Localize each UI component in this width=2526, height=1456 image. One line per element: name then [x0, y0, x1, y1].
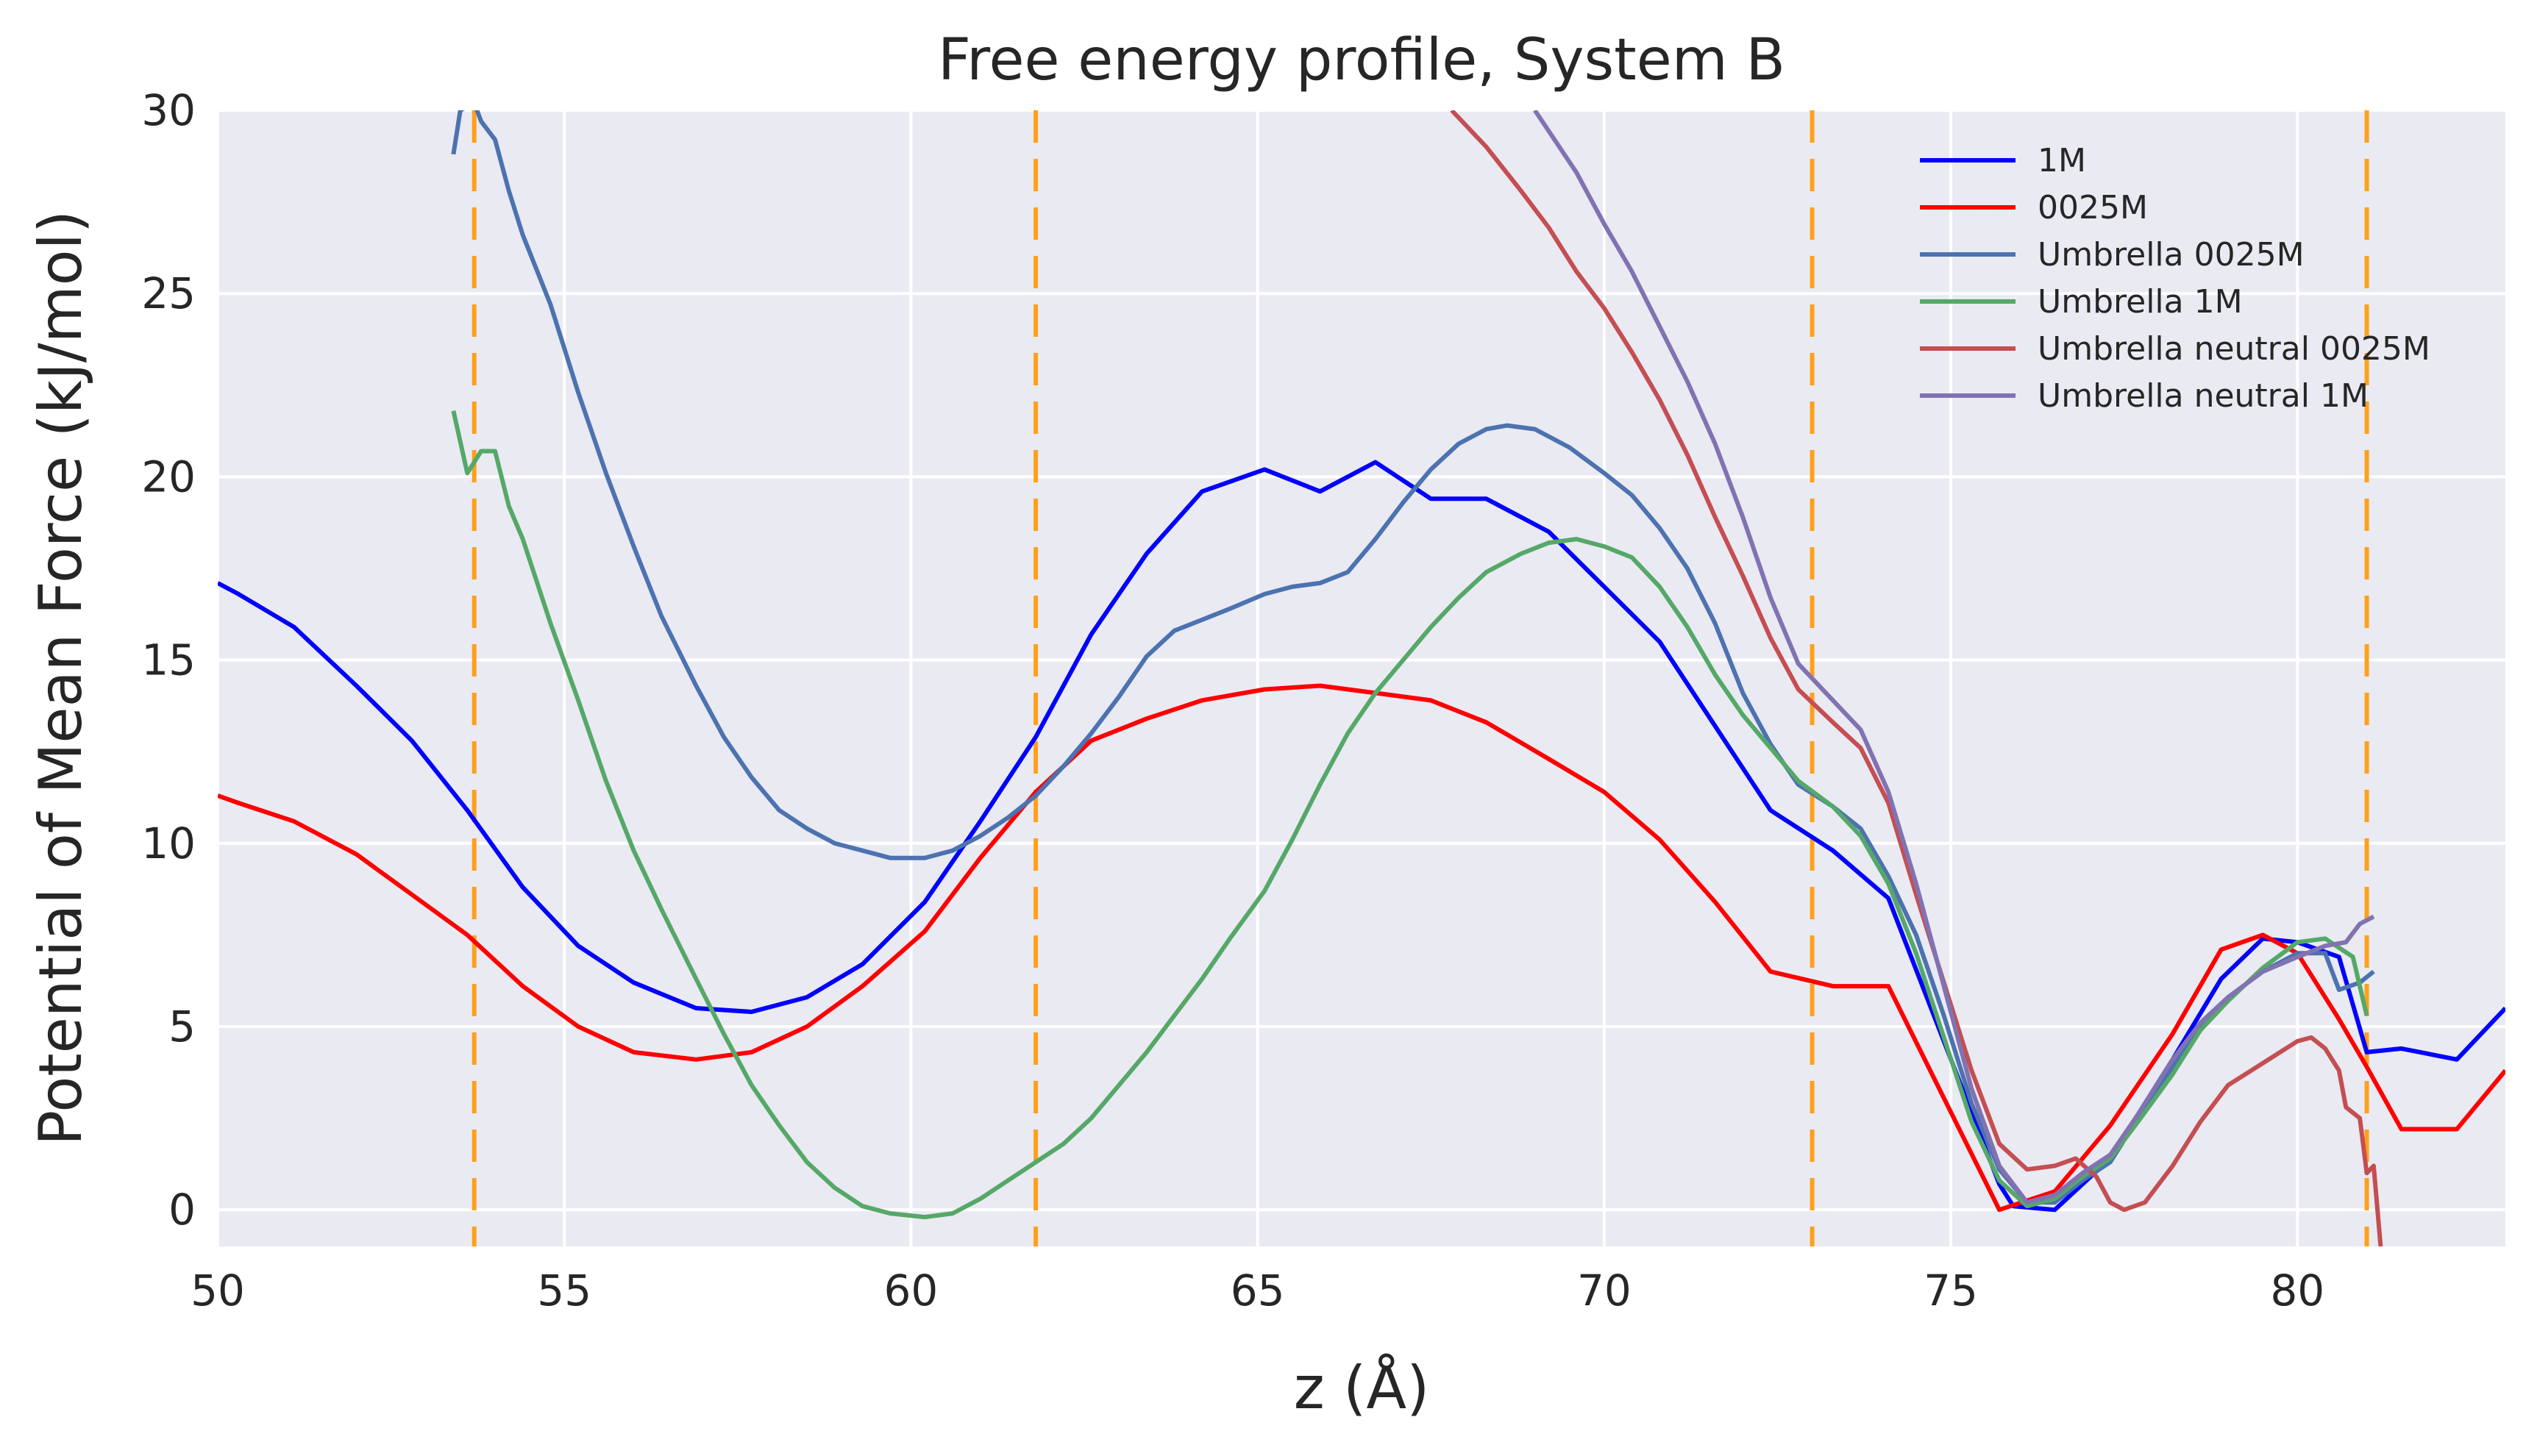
legend-label: Umbrella 0025M [2038, 236, 2305, 274]
y-tick-label: 30 [141, 85, 196, 135]
x-tick-label: 80 [2270, 1266, 2324, 1316]
x-tick-label: 60 [884, 1266, 939, 1316]
series-group [218, 110, 2505, 1246]
x-tick-label: 50 [191, 1266, 245, 1316]
reference-lines [472, 110, 2369, 1246]
legend-label: Umbrella neutral 1M [2038, 377, 2369, 415]
chart-title: Free energy profile, System B [938, 27, 1785, 93]
series-line-0 [218, 460, 2505, 1213]
plot-background [218, 110, 2505, 1246]
x-tick-label: 70 [1577, 1266, 1632, 1316]
y-tick-label: 15 [141, 635, 196, 685]
legend-label: Umbrella 1M [2038, 283, 2243, 321]
y-tick-labels: 0 5 10 15 20 25 30 [141, 85, 196, 1235]
y-tick-label: 25 [141, 268, 196, 318]
series-line-5 [1533, 110, 2375, 1205]
x-tick-label: 65 [1231, 1266, 1285, 1316]
series-line-4 [1450, 110, 2383, 1246]
y-tick-label: 0 [168, 1185, 196, 1235]
x-axis-label: z (Å) [1294, 1353, 1430, 1422]
legend-label: 1M [2038, 142, 2086, 179]
series-line-2 [451, 110, 2375, 1205]
grid [216, 109, 2505, 1246]
legend: 1M 0025M Umbrella 0025M Umbrella 1M Umbrella… [1920, 142, 2430, 415]
x-tick-label: 75 [1924, 1266, 1978, 1316]
y-axis-label: Potential of Mean Force (kJ/mol) [26, 210, 95, 1146]
x-tick-labels: 50 55 60 65 70 75 80 [191, 1266, 2324, 1316]
series-line-3 [451, 410, 2369, 1220]
legend-label: 0025M [2038, 189, 2148, 226]
y-tick-label: 5 [168, 1002, 196, 1052]
y-tick-label: 20 [141, 452, 196, 502]
x-tick-label: 55 [537, 1266, 591, 1316]
y-tick-label: 10 [141, 818, 196, 868]
legend-label: Umbrella neutral 0025M [2038, 330, 2430, 368]
